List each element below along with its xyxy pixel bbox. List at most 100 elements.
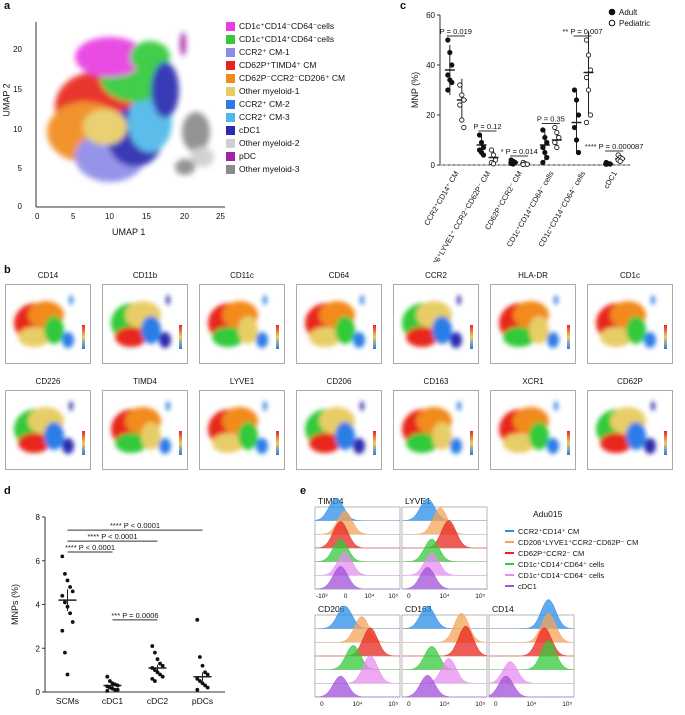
panel-d-plot: 0 2 4 6 8 MNPs (%) SCMs cDC1 cDC2 pDCs **** P < 0.… (10, 513, 225, 706)
data-point (65, 604, 70, 609)
data-point (60, 593, 65, 598)
data-point (205, 672, 210, 677)
histogram-curve (314, 616, 401, 643)
p-value-annotation: ** P = 0.007 (562, 27, 602, 36)
data-point (554, 129, 560, 136)
data-point (70, 620, 75, 624)
data-point (65, 672, 70, 677)
data-point (105, 689, 110, 693)
data-point (113, 687, 117, 692)
data-point (520, 161, 526, 168)
data-point (542, 149, 548, 156)
data-point (490, 152, 497, 158)
data-point (480, 144, 487, 151)
histogram-title: CD14 (492, 604, 514, 614)
data-point (552, 139, 558, 146)
legend-swatch (226, 48, 235, 57)
feature-plot-frame (296, 284, 382, 364)
histogram-title: LYVE1 (405, 496, 431, 506)
histogram-curve (314, 520, 400, 549)
data-point (153, 650, 157, 655)
feature-plot: CD14 (5, 271, 91, 364)
data-point (63, 571, 67, 576)
feature-umap (402, 401, 473, 455)
feature-umap (111, 401, 182, 455)
data-point (583, 119, 590, 126)
data-point (195, 687, 200, 692)
data-point (544, 139, 550, 146)
feature-plot-title: CCR2 (425, 271, 447, 280)
data-point (461, 124, 467, 131)
data-point (554, 144, 560, 151)
feature-umap (402, 295, 473, 349)
data-point (105, 674, 110, 679)
y-tick: 10 (13, 125, 22, 134)
category-label: pDCs (192, 696, 213, 706)
p-value-annotation: * P = 0.014 (501, 147, 538, 156)
feature-umap (208, 295, 279, 349)
data-point (150, 676, 155, 681)
data-point (150, 666, 155, 670)
legend-label: CD62P⁻CCR2⁻CD206⁺ CM (239, 73, 346, 83)
data-point (195, 676, 200, 681)
feature-plot-frame (199, 390, 285, 470)
legend-label: CD1c⁺CD14⁻CD64⁻ cells (518, 571, 604, 580)
legend-label: CD1c⁺CD14⁺CD64⁻cells (239, 34, 335, 44)
data-point (542, 134, 548, 141)
data-point (70, 589, 75, 594)
histogram-title: TIMD4 (318, 496, 344, 506)
feature-plot-frame (490, 284, 576, 364)
feature-plot: CD1c (587, 271, 673, 364)
feature-plot-title: LYVE1 (229, 377, 255, 386)
category-label: cDC2 (147, 696, 169, 706)
feature-plot-frame (587, 284, 673, 364)
data-point (158, 661, 163, 666)
y-tick-label: 60 (426, 11, 435, 20)
feature-plot-title: CD226 (35, 377, 61, 386)
feature-plot-title: CD11b (132, 271, 158, 280)
data-point (461, 97, 467, 103)
data-point (445, 37, 451, 43)
panel-label-a: a (4, 0, 11, 12)
y-axis-label: MNP (%) (410, 72, 420, 108)
histogram-tick: 10⁵ (388, 701, 398, 708)
data-point (449, 62, 455, 68)
histogram-tick: 10⁴ (364, 593, 374, 600)
legend-swatch (226, 87, 235, 96)
data-point (205, 685, 210, 690)
y-tick-label: 6 (36, 557, 41, 566)
p-value-annotation: P = 0.019 (440, 27, 472, 36)
data-point (200, 663, 205, 668)
feature-umap (305, 295, 376, 349)
feature-plot-title: CD14 (37, 271, 59, 280)
panel-label-c: c (400, 0, 407, 12)
histogram-tick: 10⁴ (439, 701, 449, 708)
data-point (583, 37, 590, 43)
y-tick: 0 (17, 202, 22, 211)
feature-plot-frame (5, 284, 91, 364)
data-point (63, 650, 67, 655)
legend-label: CD206⁺LYVE1⁺CCR2⁻CD62P⁻ CM (518, 538, 638, 547)
histogram-tick: 0 (320, 701, 324, 708)
legend-label: CD62P⁺TIMD4⁺ CM (239, 60, 317, 70)
feature-plot-frame (490, 390, 576, 470)
data-point (65, 578, 70, 583)
y-axis-label: MNPs (%) (10, 584, 20, 625)
histogram-curve (314, 645, 401, 670)
feature-plot-title: CD163 (423, 377, 449, 386)
legend-swatch (226, 152, 235, 161)
umap-y-label: UMAP 2 (1, 83, 12, 117)
legend-swatch (226, 100, 235, 109)
legend-item: CD62P⁺TIMD4⁺ CM (226, 59, 401, 72)
histogram-curve (314, 566, 400, 590)
feature-plot-title: CD11c (230, 271, 254, 280)
umap-plot (35, 22, 225, 208)
feature-plot-title: CD62P (617, 377, 643, 386)
feature-plot-frame (199, 284, 285, 364)
data-point (158, 672, 163, 677)
legend-swatch (226, 22, 235, 31)
histogram-tick: 10⁴ (526, 701, 536, 708)
p-value-annotation: **** P = 0.000087 (585, 142, 643, 151)
feature-plot: TIMD4 (102, 377, 188, 470)
